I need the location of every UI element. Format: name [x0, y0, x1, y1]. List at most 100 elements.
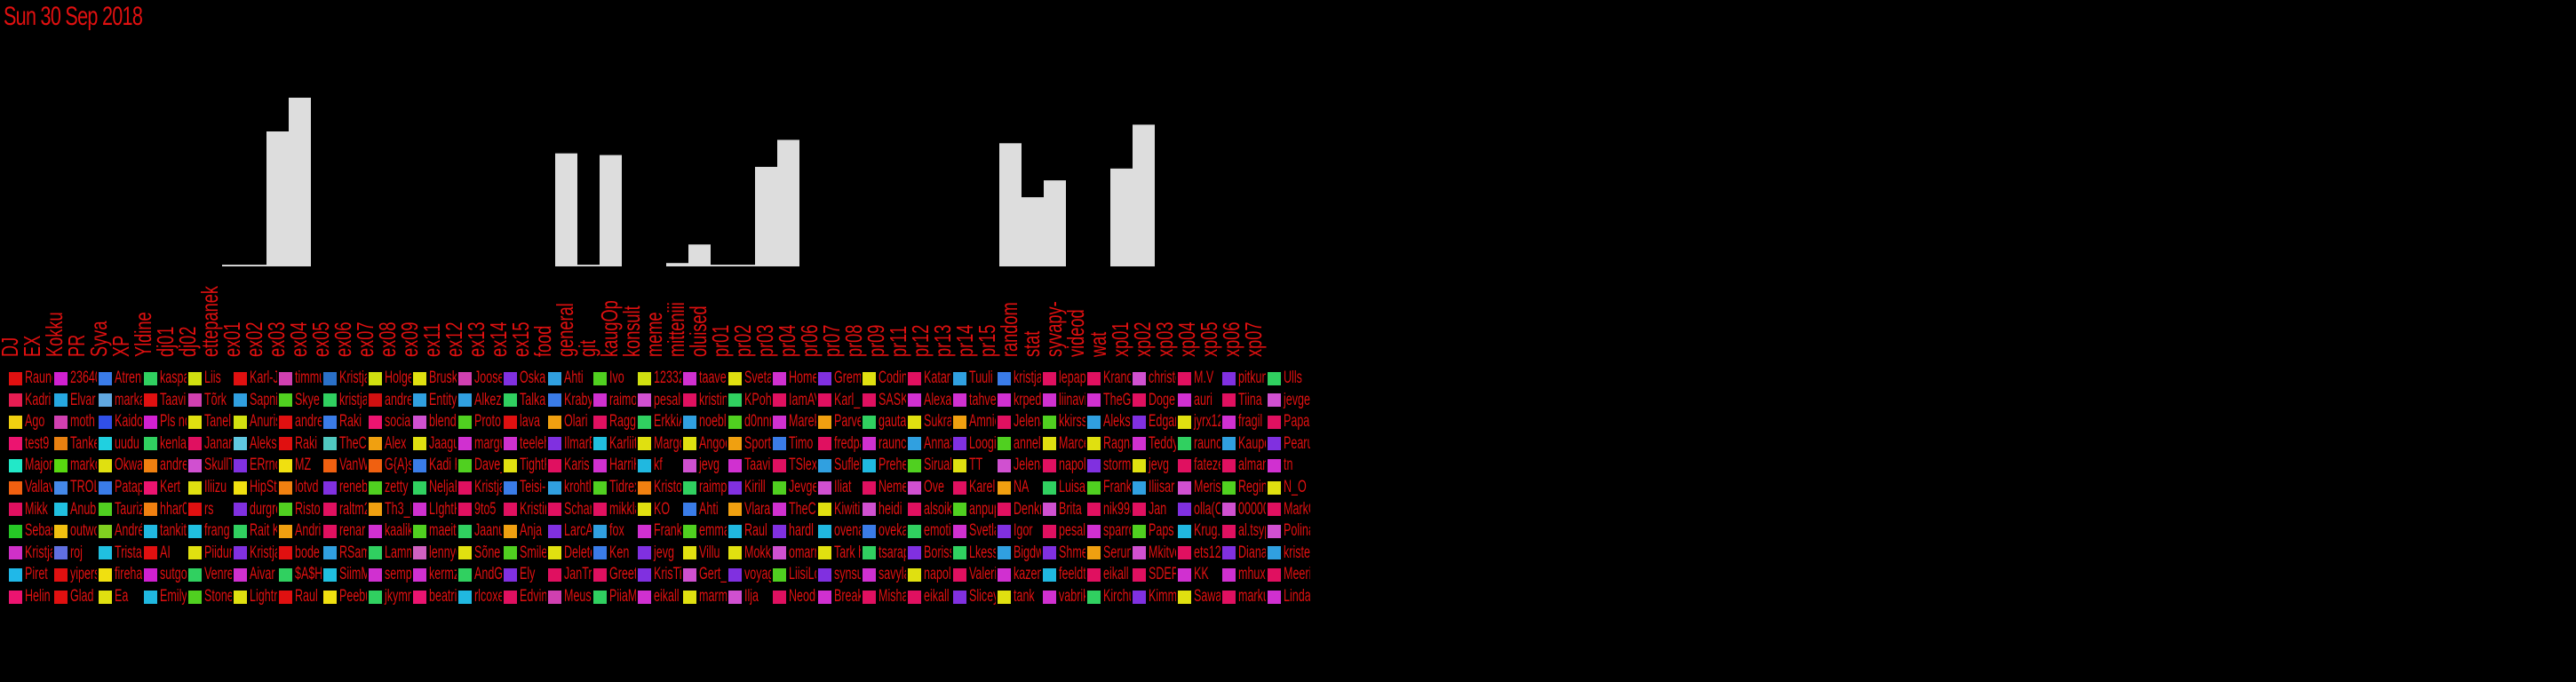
legend-label: beatrix: [429, 587, 457, 606]
legend-item: 123321: [638, 368, 681, 389]
legend-swatch: [817, 415, 831, 429]
legend-swatch: [638, 437, 652, 451]
x-label-mitteniii: mitteniii: [664, 302, 689, 357]
legend-label: NeljaRaudi: [429, 478, 457, 496]
x-label-ex12: ex12: [441, 322, 467, 357]
legend-item: TheCrimes: [773, 499, 816, 520]
legend-item: eikall: [638, 586, 681, 607]
legend-item: sutgon: [143, 564, 187, 585]
legend-swatch: [908, 393, 921, 408]
legend-swatch: [817, 503, 831, 517]
legend-swatch: [817, 371, 831, 385]
legend-item: SapnikZ: [234, 390, 277, 411]
legend-item: eikall: [1087, 564, 1131, 585]
legend-label: kristjan74: [1014, 369, 1041, 387]
x-label-pr12: pr12: [908, 325, 934, 357]
legend-swatch: [638, 524, 652, 538]
legend-label: Kirill: [743, 478, 766, 496]
legend-item: Krandr: [1087, 368, 1131, 389]
legend-item: Mkitvel: [1133, 543, 1176, 564]
x-label-ettepanek: ettepanek: [197, 285, 223, 357]
legend-label: Glad: [69, 587, 94, 606]
legend-item: Elvar: [53, 390, 98, 411]
legend-swatch: [1222, 393, 1236, 408]
legend-swatch: [458, 567, 472, 582]
legend-item: Villu: [683, 543, 727, 564]
legend-label: eikall: [654, 587, 680, 606]
legend-item: jkymmel: [368, 586, 411, 607]
legend-swatch: [53, 458, 68, 472]
legend-label: ovenanten: [833, 521, 862, 541]
legend-swatch: [368, 415, 382, 429]
x-label-xp03: xp03: [1152, 322, 1178, 357]
legend-item: Edgar: [1133, 411, 1176, 432]
legend-swatch: [998, 415, 1012, 429]
legend-item: reneberkin: [323, 477, 367, 498]
legend-label: andrestim: [159, 456, 187, 475]
legend-item: kkirss: [1042, 411, 1085, 432]
legend-label: Jaanus: [474, 521, 502, 541]
legend-item: SmileyMuff: [503, 543, 546, 564]
legend-label: Karel: [968, 478, 995, 496]
legend-swatch: [1133, 503, 1146, 517]
legend-item: NeljaRaudi: [413, 477, 457, 498]
legend-item: Regina: [1222, 477, 1266, 498]
legend-label: Misha: [879, 587, 906, 606]
legend-swatch: [323, 480, 338, 495]
bar-syvapy-: [1044, 180, 1066, 266]
legend-swatch: [592, 415, 607, 429]
legend-label: savyla: [879, 565, 906, 584]
legend-label: Serum4l: [1103, 543, 1131, 562]
legend-item: renar: [323, 520, 367, 542]
legend-label: Dave_Shin: [474, 456, 502, 475]
legend-label: jyrx123: [1193, 412, 1221, 432]
legend-item: Holger: [368, 368, 411, 389]
legend-item: rs: [188, 499, 232, 520]
legend-swatch: [1177, 524, 1191, 538]
legend-swatch: [234, 437, 247, 451]
legend-item: andreivas: [368, 390, 411, 411]
legend-item: StoneMalone: [188, 586, 232, 607]
chart-title: Sun 30 Sep 2018: [4, 2, 143, 31]
legend-item: Shmel: [1042, 543, 1085, 564]
legend-item: al.tsypov: [1222, 520, 1266, 542]
legend-label: Raggamas: [608, 412, 637, 432]
legend-label: Frank: [654, 521, 681, 541]
legend-item: liinavil: [1042, 390, 1085, 411]
legend-label: Venres: [204, 565, 232, 584]
legend-item: Misha: [863, 586, 906, 607]
legend-label: Kiwitimot: [833, 499, 862, 519]
legend-swatch: [143, 415, 157, 429]
legend-item: Doge: [1133, 390, 1176, 411]
legend-item: lotvd: [278, 477, 322, 498]
legend-swatch: [458, 503, 472, 517]
x-label-Syva: Syva: [86, 321, 112, 357]
legend-item: Peebukas: [323, 586, 367, 607]
legend-label: Patapon: [115, 478, 142, 496]
x-label-oluised: oluised: [686, 305, 712, 357]
bar-git: [577, 265, 600, 266]
legend-item: G{A}stly: [368, 455, 411, 476]
legend-swatch: [143, 546, 157, 560]
legend-swatch: [1177, 437, 1191, 451]
legend-swatch: [683, 567, 696, 582]
legend-label: social97: [384, 412, 412, 432]
legend-item: kenlaumets: [143, 433, 187, 455]
legend-swatch: [99, 437, 113, 451]
x-label-pr03: pr03: [752, 325, 778, 357]
legend-label: Aleksandel: [250, 433, 277, 453]
x-label-pr07: pr07: [819, 325, 845, 357]
legend-item: Anurist: [234, 411, 277, 432]
legend-label: tn: [1283, 456, 1293, 475]
legend-item: Frank: [638, 520, 681, 542]
legend-swatch: [638, 503, 652, 517]
x-label-meme: meme: [641, 312, 667, 357]
legend-item: anpupl: [952, 499, 996, 520]
legend-swatch: [143, 567, 157, 582]
legend-swatch: [278, 393, 292, 408]
legend-label: Raul: [294, 587, 318, 606]
legend-label: Kaido K: [115, 412, 142, 432]
legend-label: SASKE: [879, 390, 906, 409]
legend-item: pesalu: [1042, 520, 1085, 542]
